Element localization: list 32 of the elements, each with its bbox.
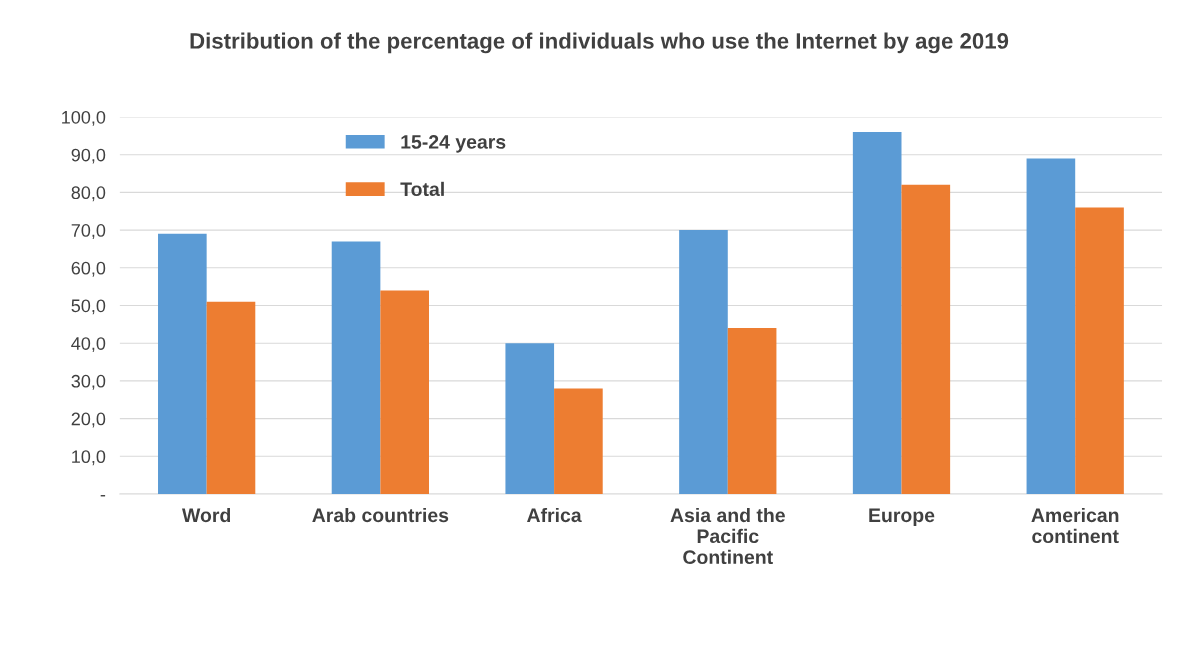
y-tick-label: 80,0 bbox=[71, 186, 106, 202]
bar bbox=[727, 328, 777, 494]
bar bbox=[380, 290, 429, 494]
x-tick-label: Asia and the Pacific Continent bbox=[670, 507, 785, 565]
bar bbox=[852, 132, 902, 494]
y-tick-label: 30,0 bbox=[71, 374, 106, 390]
x-tick-label: Word bbox=[182, 507, 231, 523]
y-tick-label: 60,0 bbox=[71, 261, 106, 277]
bar bbox=[1026, 158, 1076, 494]
bar bbox=[158, 233, 207, 494]
y-tick-label: 10,0 bbox=[72, 450, 106, 466]
y-tick-label: 50,0 bbox=[71, 299, 106, 315]
bar bbox=[901, 184, 951, 494]
bar bbox=[554, 388, 603, 494]
y-tick-label: 100,0 bbox=[62, 110, 106, 126]
bar bbox=[1075, 207, 1124, 494]
y-tick-label: 70,0 bbox=[71, 224, 106, 239]
chart-title: Distribution of the percentage of individuals who use the Internet by age 2019 bbox=[190, 32, 1009, 54]
y-tick-label: 40,0 bbox=[71, 337, 106, 353]
bar bbox=[679, 230, 728, 494]
y-tick-label: 90,0 bbox=[71, 148, 106, 164]
y-tick-label: 20,0 bbox=[71, 412, 106, 428]
y-tick-label: - bbox=[100, 495, 106, 497]
x-tick-label: American continent bbox=[1031, 507, 1119, 544]
legend-label: Total bbox=[400, 181, 444, 197]
bar bbox=[505, 343, 555, 494]
bar bbox=[331, 241, 381, 494]
x-tick-label: Africa bbox=[527, 507, 582, 523]
legend-label: 15-24 years bbox=[401, 135, 506, 153]
bar bbox=[206, 301, 256, 494]
x-tick-label: Europe bbox=[869, 508, 935, 527]
x-tick-label: Arab countries bbox=[312, 507, 449, 523]
